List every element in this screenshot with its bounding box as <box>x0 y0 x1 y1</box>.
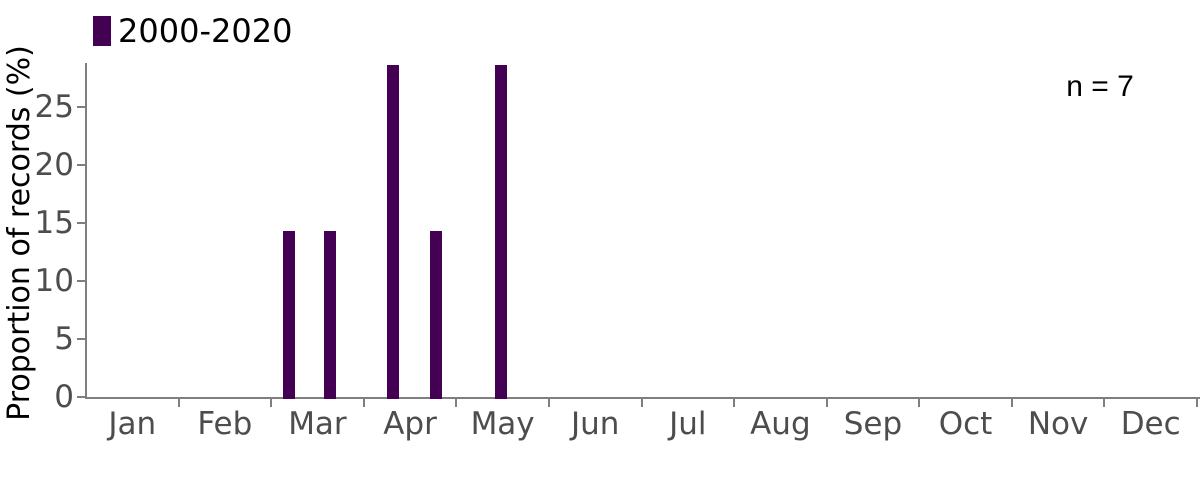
x-axis-label-may: May <box>470 406 535 442</box>
x-axis-tick <box>547 399 550 407</box>
x-axis-label-sep: Sep <box>843 406 903 442</box>
y-axis-tick <box>77 164 86 167</box>
x-axis-tick <box>1010 399 1013 407</box>
y-axis-label-20: 20 <box>34 147 74 184</box>
x-axis-label-jun: Jun <box>570 406 620 442</box>
legend: 2000-2020 <box>93 14 292 48</box>
y-axis-tick <box>77 106 86 109</box>
x-axis-tick <box>640 399 643 407</box>
sample-size-annotation: n = 7 <box>1066 70 1134 103</box>
x-axis-label-apr: Apr <box>383 406 437 442</box>
y-axis-tick <box>77 396 86 398</box>
x-axis-label-aug: Aug <box>750 406 811 442</box>
x-axis-label-jul: Jul <box>669 406 707 442</box>
x-axis-label-dec: Dec <box>1120 406 1181 442</box>
y-axis-label-0: 0 <box>54 379 74 415</box>
x-axis-tick <box>918 399 921 407</box>
bar-apr-28.6 <box>387 65 400 399</box>
x-axis-line <box>85 397 1200 399</box>
legend-swatch <box>93 16 111 46</box>
y-axis-label-5: 5 <box>54 321 74 357</box>
x-axis-tick <box>362 399 365 407</box>
x-axis-label-feb: Feb <box>197 406 253 442</box>
x-axis-tick <box>825 399 828 407</box>
y-axis-label-25: 25 <box>34 89 74 126</box>
y-axis-label-10: 10 <box>34 263 74 300</box>
bar-apr-14.3 <box>429 231 442 399</box>
bar-mar-14.3 <box>324 231 337 399</box>
x-axis-tick <box>1196 399 1198 407</box>
x-axis-label-oct: Oct <box>938 406 993 442</box>
x-axis-tick <box>177 399 180 407</box>
legend-label: 2000-2020 <box>118 12 293 50</box>
x-axis-tick <box>455 399 458 407</box>
x-axis-label-jan: Jan <box>108 406 157 442</box>
y-axis-tick <box>77 338 86 340</box>
y-axis-tick <box>77 280 86 283</box>
bar-may-28.6 <box>494 65 507 399</box>
bar-mar-14.3 <box>282 231 295 399</box>
y-axis-line <box>85 63 87 399</box>
y-axis-label-15: 15 <box>34 205 74 242</box>
x-axis-label-mar: Mar <box>288 406 347 442</box>
x-axis-tick <box>1103 399 1106 407</box>
x-axis-label-nov: Nov <box>1027 406 1089 442</box>
x-axis-tick <box>270 399 273 407</box>
y-axis-tick <box>77 222 86 225</box>
x-axis-tick <box>733 399 736 407</box>
